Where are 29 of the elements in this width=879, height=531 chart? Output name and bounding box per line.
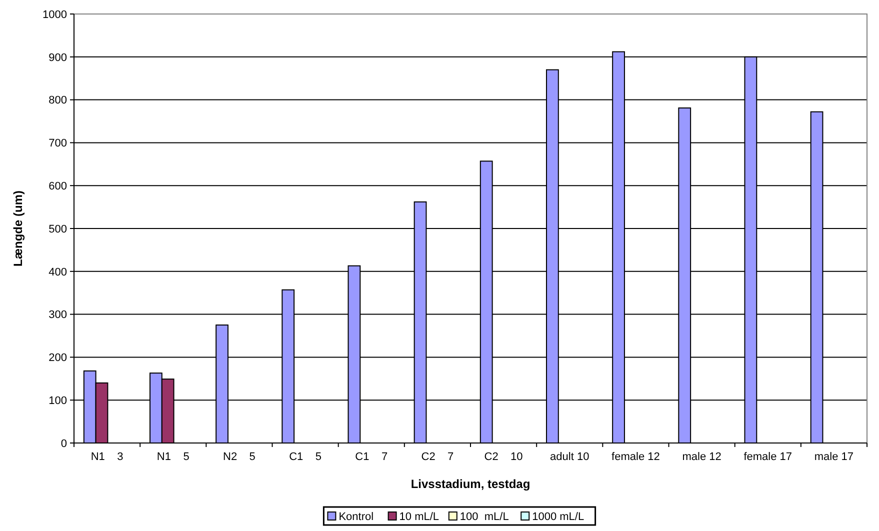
y-tick-label: 800 — [48, 94, 67, 107]
y-tick-label: 400 — [48, 266, 67, 278]
legend-label: 1000 mL/L — [532, 511, 584, 523]
y-tick-label: 200 — [48, 352, 67, 364]
x-tick-label: male 12 — [682, 451, 722, 463]
y-tick-label: 500 — [48, 223, 67, 236]
x-tick-label: N1 3 — [90, 451, 124, 463]
x-tick-label: female 12 — [612, 451, 660, 463]
y-tick-label: 1000 — [42, 8, 67, 21]
x-tick-label: male 17 — [814, 451, 854, 463]
y-tick-label: 300 — [48, 309, 67, 322]
x-tick-label: C2 10 — [484, 451, 523, 463]
y-tick-label: 100 — [48, 394, 67, 407]
y-tick-label: 0 — [60, 438, 67, 450]
x-tick-label: C1 7 — [355, 451, 388, 463]
x-tick-label: N1 5 — [156, 451, 190, 463]
legend-label: Kontrol — [338, 511, 374, 523]
y-axis-title: Længde (um) — [11, 190, 25, 266]
legend-label: 10 mL/L — [399, 511, 440, 523]
x-tick-label: N2 5 — [223, 451, 256, 463]
x-tick-label: adult 10 — [550, 451, 590, 463]
y-tick-label: 900 — [48, 52, 67, 64]
y-tick-label: 700 — [48, 138, 67, 150]
x-tick-label: female 17 — [744, 451, 792, 463]
x-axis-title: Livsstadium, testdag — [410, 477, 530, 491]
legend-label: 100 mL/L — [460, 511, 509, 523]
x-tick-label: C2 7 — [421, 451, 454, 463]
y-tick-label: 600 — [48, 180, 67, 192]
x-tick-label: C1 5 — [289, 451, 322, 463]
